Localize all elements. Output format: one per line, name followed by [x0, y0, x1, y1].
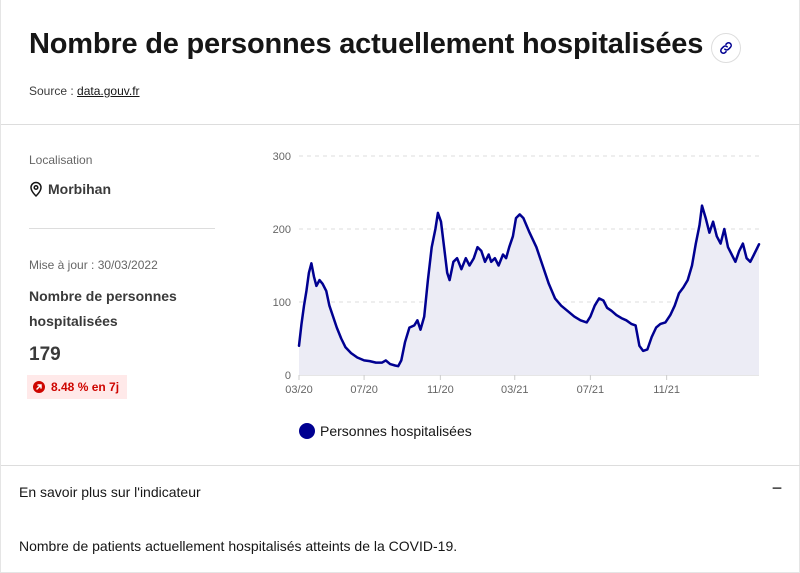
- location-label: Localisation: [29, 153, 93, 167]
- x-tick-label: 03/20: [285, 384, 313, 396]
- trend-badge: 8.48 % en 7j: [27, 375, 128, 399]
- series-area: [299, 205, 759, 375]
- trend-text: 8.48 % en 7j: [51, 380, 120, 394]
- location-value: Morbihan: [48, 181, 111, 197]
- page-title: Nombre de personnes actuellement hospita…: [29, 28, 704, 60]
- map-pin-icon: [30, 181, 42, 197]
- indicator-name: Nombre de personnes hospitalisées: [29, 288, 177, 329]
- hospitalized-chart: 0 100 200 300 03/20 07/20 11/20 03/21 07/21 11/21…: [251, 142, 771, 452]
- card-header: Nombre de personnes actuellement hospita…: [1, 0, 800, 125]
- arrow-up-right-icon: [33, 381, 45, 393]
- source-label: Source :: [29, 84, 74, 98]
- y-tick-label: 300: [273, 151, 291, 163]
- x-tick-label: 03/21: [501, 384, 529, 396]
- source-line: Source : data.gouv.fr: [29, 84, 140, 98]
- accordion: En savoir plus sur l'indicateur − Nombre…: [1, 465, 800, 573]
- collapse-icon[interactable]: −: [771, 478, 783, 498]
- x-tick-label: 07/21: [577, 384, 605, 396]
- x-tick-label: 07/20: [350, 384, 378, 396]
- y-tick-label: 100: [273, 297, 291, 309]
- sidebar-divider: [29, 228, 215, 229]
- legend-label: Personnes hospitalisées: [320, 423, 472, 439]
- update-date: Mise à jour : 30/03/2022: [29, 258, 158, 272]
- x-tick-label: 11/21: [653, 384, 680, 396]
- x-tick-label: 11/20: [427, 384, 454, 396]
- link-icon: [720, 42, 732, 54]
- accordion-body: Nombre de patients actuellement hospital…: [19, 538, 458, 554]
- y-tick-label: 200: [273, 224, 291, 236]
- current-value: 179: [29, 344, 61, 365]
- copy-link-button[interactable]: [711, 33, 741, 63]
- source-link[interactable]: data.gouv.fr: [77, 84, 140, 98]
- accordion-title[interactable]: En savoir plus sur l'indicateur: [19, 484, 201, 500]
- y-tick-label: 0: [285, 370, 291, 382]
- series-line: [297, 204, 761, 368]
- chart-svg: 0 100 200 300 03/20 07/20 11/20 03/21 07/21 11/21…: [273, 151, 761, 439]
- location-row: Morbihan: [29, 181, 111, 197]
- legend-marker: [299, 423, 315, 439]
